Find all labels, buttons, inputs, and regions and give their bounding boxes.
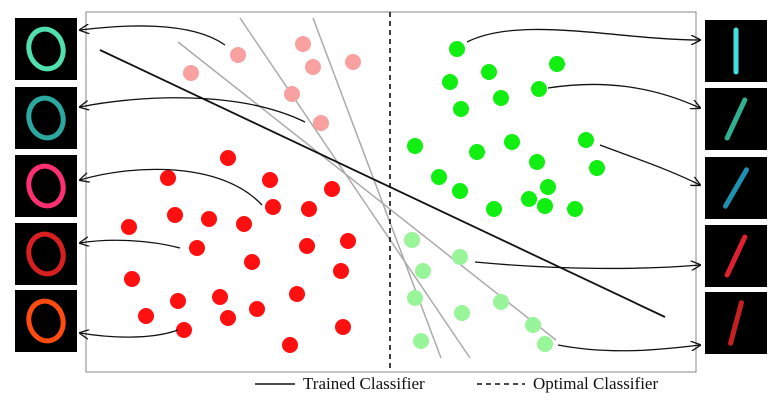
data-point <box>284 86 300 102</box>
points <box>121 36 605 353</box>
thumbnails <box>15 18 767 354</box>
data-point <box>449 41 465 57</box>
data-point <box>431 169 447 185</box>
data-point <box>282 337 298 353</box>
data-point <box>244 254 260 270</box>
data-point <box>486 201 502 217</box>
data-point <box>578 132 594 148</box>
arrow <box>557 345 700 352</box>
data-point <box>236 216 252 232</box>
data-point <box>529 154 545 170</box>
trained-line <box>99 49 666 318</box>
data-point <box>176 322 192 338</box>
digit-zero <box>26 95 66 141</box>
arrow <box>80 330 179 337</box>
arrow <box>547 83 700 108</box>
data-point <box>504 134 520 150</box>
data-point <box>167 207 183 223</box>
candidate-line <box>177 41 557 341</box>
data-point <box>220 150 236 166</box>
data-point <box>531 81 547 97</box>
candidate-line <box>239 17 471 359</box>
data-point <box>183 65 199 81</box>
arrow <box>80 26 226 46</box>
data-point <box>305 59 321 75</box>
data-point <box>407 290 423 306</box>
digit-zero <box>26 163 66 209</box>
arrow <box>80 168 263 206</box>
data-point <box>442 74 458 90</box>
data-point <box>415 263 431 279</box>
data-point <box>525 317 541 333</box>
arrow <box>599 144 700 185</box>
legend: Trained Classifier Optimal Classifier <box>255 374 658 393</box>
data-point <box>301 201 317 217</box>
data-point <box>289 286 305 302</box>
data-point <box>537 336 553 352</box>
digit-one <box>724 97 748 141</box>
data-point <box>540 179 556 195</box>
data-point <box>121 219 137 235</box>
data-point <box>404 232 420 248</box>
digit-one <box>724 234 748 278</box>
data-point <box>452 249 468 265</box>
data-point <box>138 308 154 324</box>
digit-one <box>728 300 744 346</box>
data-point <box>262 172 278 188</box>
data-point <box>249 301 265 317</box>
data-point <box>453 101 469 117</box>
digit-zero <box>26 26 66 72</box>
data-point <box>521 191 537 207</box>
data-point <box>189 240 205 256</box>
data-point <box>537 198 553 214</box>
data-point <box>230 47 246 63</box>
classifier-lines <box>99 12 666 372</box>
data-point <box>170 293 186 309</box>
data-point <box>493 90 509 106</box>
digit-one <box>723 167 749 209</box>
legend-label: Optimal Classifier <box>533 374 658 393</box>
data-point <box>340 233 356 249</box>
data-point <box>481 64 497 80</box>
data-point <box>345 54 361 70</box>
data-point <box>212 289 228 305</box>
arrows <box>80 26 700 352</box>
arrow <box>80 97 306 123</box>
data-point <box>160 170 176 186</box>
data-point <box>333 263 349 279</box>
data-point <box>493 294 509 310</box>
data-point <box>549 56 565 72</box>
legend-label: Trained Classifier <box>303 374 425 393</box>
data-point <box>407 138 423 154</box>
data-point <box>469 144 485 160</box>
data-point <box>201 211 217 227</box>
data-point <box>589 160 605 176</box>
digit-zero <box>26 231 66 277</box>
data-point <box>265 199 281 215</box>
data-point <box>313 115 329 131</box>
data-point <box>454 305 470 321</box>
data-point <box>567 201 583 217</box>
arrow <box>474 262 700 268</box>
data-point <box>295 36 311 52</box>
data-point <box>220 310 236 326</box>
data-point <box>452 183 468 199</box>
arrow <box>466 28 700 42</box>
data-point <box>324 181 340 197</box>
plot-frame <box>85 11 697 373</box>
data-point <box>335 319 351 335</box>
data-point <box>124 271 140 287</box>
digit-zero <box>26 298 66 344</box>
data-point <box>413 333 429 349</box>
arrow <box>80 240 181 249</box>
data-point <box>299 238 315 254</box>
